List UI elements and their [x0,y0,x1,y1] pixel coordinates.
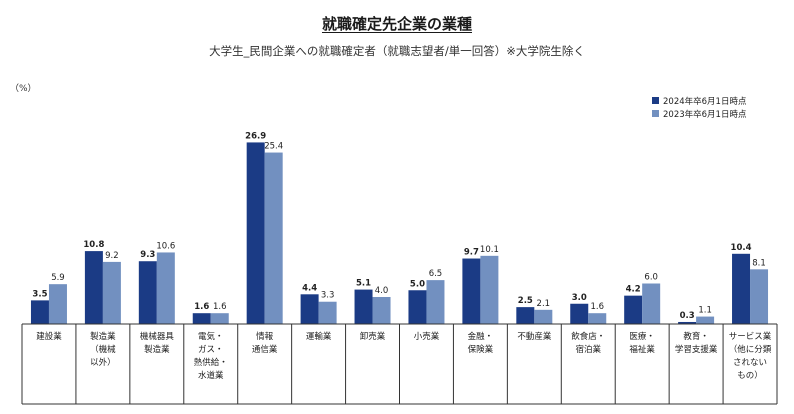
data-label-s0-4: 26.9 [245,131,266,141]
legend-label-1: 2023年卒6月1日時点 [663,109,747,120]
category-label-12: 教育・学習支援業 [675,331,718,355]
data-label-s0-7: 5.0 [410,279,425,289]
bar-s1-0 [48,284,67,324]
data-label-s1-11: 6.0 [644,273,658,283]
category-label-3: 電気・ガス・熱供給・水道業 [194,331,228,381]
data-label-s1-6: 4.0 [375,286,389,296]
category-label-4: 情報通信業 [252,331,278,355]
category-label-1: 製造業（機械以外） [90,331,116,368]
y-axis-unit-label: （%） [10,83,37,94]
data-label-s1-13: 8.1 [752,258,766,268]
bar-s1-11 [642,283,661,324]
data-label-s1-5: 3.3 [321,291,335,301]
data-label-s0-3: 1.6 [194,302,209,312]
bar-s0-10 [570,303,589,324]
bar-s1-5 [318,301,337,324]
data-label-s0-8: 9.7 [464,248,479,258]
category-label-7: 小売業 [414,331,440,342]
bar-s0-5 [300,294,319,324]
category-label-6: 卸売業 [360,331,386,342]
data-label-s0-5: 4.4 [302,283,317,293]
data-label-s0-0: 3.5 [32,289,47,299]
data-label-s1-3: 1.6 [213,302,227,312]
legend-label-0: 2024年卒6月1日時点 [663,96,747,107]
chart-subtitle: 大学生_民間企業への就職確定者（就職志望者/単一回答）※大学院生除く [209,44,585,58]
category-label-2: 機械器具製造業 [140,331,175,355]
data-label-s1-12: 1.1 [698,306,712,316]
bar-s1-7 [426,280,445,324]
data-label-s1-10: 1.6 [590,302,604,312]
bar-s1-8 [480,255,499,324]
chart-title: 就職確定先企業の業種 [321,15,472,33]
bar-s1-4 [264,152,283,324]
category-label-0: 建設業 [36,331,62,342]
data-label-s1-9: 2.1 [537,299,551,309]
bar-s1-6 [372,297,391,324]
bar-s0-1 [84,251,103,324]
bar-s0-7 [408,290,427,324]
data-label-s0-11: 4.2 [626,285,641,295]
bar-s0-13 [732,253,751,324]
bar-s0-4 [246,142,265,324]
bar-s1-1 [102,261,121,324]
bar-s0-3 [192,313,211,324]
data-label-s0-6: 5.1 [356,279,371,289]
legend-swatch-1 [652,110,659,117]
category-label-13: サービス業（他に分類されないもの） [729,331,772,381]
category-label-5: 運輸業 [306,331,332,342]
bar-s1-3 [210,313,229,324]
bar-s1-13 [750,269,769,324]
category-label-8: 金融・保険業 [468,331,494,355]
data-label-s0-1: 10.8 [83,240,104,250]
bar-s1-2 [156,252,175,324]
data-label-s0-2: 9.3 [140,250,155,260]
bar-s0-0 [30,300,49,324]
category-label-11: 医療・福祉業 [629,331,655,355]
data-label-s1-1: 9.2 [105,251,119,261]
data-label-s0-9: 2.5 [518,296,533,306]
legend-swatch-0 [652,97,659,104]
bar-s0-2 [138,261,157,324]
bar-s0-9 [516,307,535,324]
bar-s0-11 [624,295,643,324]
category-label-9: 不動産業 [517,331,552,342]
data-label-s0-10: 3.0 [572,293,587,303]
bar-s0-6 [354,289,373,324]
bar-s0-8 [462,258,481,324]
bar-s0-12 [678,321,697,324]
data-label-s1-8: 10.1 [480,245,499,255]
data-label-s0-12: 0.3 [680,311,695,321]
bar-s1-9 [534,309,553,324]
data-label-s0-13: 10.4 [731,243,752,253]
data-label-s1-2: 10.6 [156,241,175,251]
data-label-s1-4: 25.4 [264,142,283,152]
category-label-10: 飲食店・宿泊業 [571,331,605,355]
data-label-s1-0: 5.9 [51,273,65,283]
bar-s1-10 [588,313,607,324]
data-label-s1-7: 6.5 [429,269,443,279]
bar-s1-12 [696,316,715,324]
